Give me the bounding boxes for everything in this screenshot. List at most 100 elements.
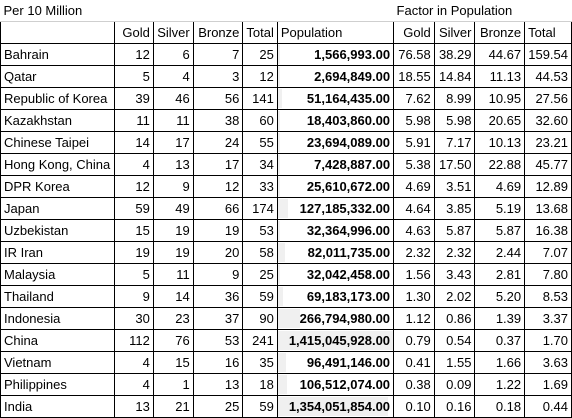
population-cell[interactable]: 96,491,146.00 bbox=[276, 351, 395, 374]
factor-total-cell[interactable]: 32.60 bbox=[524, 109, 572, 132]
silver-cell[interactable]: 19 bbox=[152, 241, 194, 264]
population-cell[interactable]: 82,011,735.00 bbox=[276, 241, 395, 264]
bronze-cell[interactable]: 3 bbox=[192, 65, 244, 88]
title-per-10-million[interactable]: Per 10 Million bbox=[0, 0, 278, 22]
factor-silver-cell[interactable]: 0.09 bbox=[433, 373, 476, 396]
gold-cell[interactable]: 4 bbox=[113, 351, 154, 374]
factor-total-cell[interactable]: 27.56 bbox=[524, 87, 572, 110]
population-cell[interactable]: 69,183,173.00 bbox=[276, 285, 395, 308]
factor-gold-cell[interactable]: 4.64 bbox=[393, 197, 435, 220]
factor-silver-cell[interactable]: 2.02 bbox=[433, 285, 476, 308]
factor-bronze-cell[interactable]: 1.39 bbox=[474, 307, 526, 330]
bronze-cell[interactable]: 56 bbox=[192, 87, 244, 110]
factor-gold-cell[interactable]: 5.38 bbox=[393, 153, 435, 176]
silver-cell[interactable]: 11 bbox=[152, 263, 194, 286]
total-cell[interactable]: 58 bbox=[242, 241, 278, 264]
factor-total-cell[interactable]: 7.07 bbox=[524, 241, 572, 264]
header-factor-silver[interactable]: Silver bbox=[433, 21, 476, 44]
population-cell[interactable]: 1,566,993.00 bbox=[276, 43, 395, 66]
bronze-cell[interactable]: 66 bbox=[192, 197, 244, 220]
factor-total-cell[interactable]: 0.44 bbox=[524, 395, 572, 418]
gold-cell[interactable]: 112 bbox=[113, 329, 154, 352]
country-cell[interactable]: Uzbekistan bbox=[0, 219, 115, 242]
population-cell[interactable]: 7,428,887.00 bbox=[276, 153, 395, 176]
total-cell[interactable]: 241 bbox=[242, 329, 278, 352]
factor-gold-cell[interactable]: 0.38 bbox=[393, 373, 435, 396]
header-total[interactable]: Total bbox=[242, 21, 278, 44]
factor-bronze-cell[interactable]: 10.95 bbox=[474, 87, 526, 110]
factor-silver-cell[interactable]: 3.51 bbox=[433, 175, 476, 198]
total-cell[interactable]: 174 bbox=[242, 197, 278, 220]
silver-cell[interactable]: 21 bbox=[152, 395, 194, 418]
total-cell[interactable]: 59 bbox=[242, 395, 278, 418]
population-cell[interactable]: 25,610,672.00 bbox=[276, 175, 395, 198]
country-cell[interactable]: Chinese Taipei bbox=[0, 131, 115, 154]
header-factor-total[interactable]: Total bbox=[524, 21, 572, 44]
factor-gold-cell[interactable]: 0.10 bbox=[393, 395, 435, 418]
country-cell[interactable]: Japan bbox=[0, 197, 115, 220]
silver-cell[interactable]: 76 bbox=[152, 329, 194, 352]
total-cell[interactable]: 12 bbox=[242, 65, 278, 88]
factor-total-cell[interactable]: 13.68 bbox=[524, 197, 572, 220]
total-cell[interactable]: 90 bbox=[242, 307, 278, 330]
factor-bronze-cell[interactable]: 4.69 bbox=[474, 175, 526, 198]
gold-cell[interactable]: 13 bbox=[113, 395, 154, 418]
silver-cell[interactable]: 1 bbox=[152, 373, 194, 396]
factor-total-cell[interactable]: 16.38 bbox=[524, 219, 572, 242]
factor-bronze-cell[interactable]: 10.13 bbox=[474, 131, 526, 154]
gold-cell[interactable]: 4 bbox=[113, 373, 154, 396]
population-cell[interactable]: 32,042,458.00 bbox=[276, 263, 395, 286]
gold-cell[interactable]: 30 bbox=[113, 307, 154, 330]
silver-cell[interactable]: 13 bbox=[152, 153, 194, 176]
gold-cell[interactable]: 5 bbox=[113, 263, 154, 286]
bronze-cell[interactable]: 17 bbox=[192, 153, 244, 176]
factor-gold-cell[interactable]: 7.62 bbox=[393, 87, 435, 110]
header-factor-gold[interactable]: Gold bbox=[393, 21, 435, 44]
factor-gold-cell[interactable]: 4.69 bbox=[393, 175, 435, 198]
header-bronze[interactable]: Bronze bbox=[192, 21, 244, 44]
total-cell[interactable]: 55 bbox=[242, 131, 278, 154]
factor-gold-cell[interactable]: 2.32 bbox=[393, 241, 435, 264]
factor-silver-cell[interactable]: 7.17 bbox=[433, 131, 476, 154]
total-cell[interactable]: 53 bbox=[242, 219, 278, 242]
factor-silver-cell[interactable]: 0.86 bbox=[433, 307, 476, 330]
silver-cell[interactable]: 6 bbox=[152, 43, 194, 66]
factor-total-cell[interactable]: 44.53 bbox=[524, 65, 572, 88]
factor-bronze-cell[interactable]: 1.22 bbox=[474, 373, 526, 396]
gold-cell[interactable]: 9 bbox=[113, 285, 154, 308]
silver-cell[interactable]: 46 bbox=[152, 87, 194, 110]
factor-total-cell[interactable]: 3.63 bbox=[524, 351, 572, 374]
factor-bronze-cell[interactable]: 22.88 bbox=[474, 153, 526, 176]
factor-silver-cell[interactable]: 3.85 bbox=[433, 197, 476, 220]
country-cell[interactable]: Bahrain bbox=[0, 43, 115, 66]
total-cell[interactable]: 141 bbox=[242, 87, 278, 110]
silver-cell[interactable]: 4 bbox=[152, 65, 194, 88]
gold-cell[interactable]: 14 bbox=[113, 131, 154, 154]
factor-bronze-cell[interactable]: 2.81 bbox=[474, 263, 526, 286]
header-country[interactable] bbox=[0, 21, 115, 44]
factor-total-cell[interactable]: 1.70 bbox=[524, 329, 572, 352]
factor-total-cell[interactable]: 7.80 bbox=[524, 263, 572, 286]
factor-gold-cell[interactable]: 4.63 bbox=[393, 219, 435, 242]
factor-bronze-cell[interactable]: 11.13 bbox=[474, 65, 526, 88]
total-cell[interactable]: 60 bbox=[242, 109, 278, 132]
population-cell[interactable]: 127,185,332.00 bbox=[276, 197, 395, 220]
factor-silver-cell[interactable]: 2.32 bbox=[433, 241, 476, 264]
factor-silver-cell[interactable]: 8.99 bbox=[433, 87, 476, 110]
bronze-cell[interactable]: 16 bbox=[192, 351, 244, 374]
country-cell[interactable]: Thailand bbox=[0, 285, 115, 308]
country-cell[interactable]: Republic of Korea bbox=[0, 87, 115, 110]
bronze-cell[interactable]: 9 bbox=[192, 263, 244, 286]
population-cell[interactable]: 106,512,074.00 bbox=[276, 373, 395, 396]
bronze-cell[interactable]: 12 bbox=[192, 175, 244, 198]
factor-bronze-cell[interactable]: 20.65 bbox=[474, 109, 526, 132]
factor-gold-cell[interactable]: 76.58 bbox=[393, 43, 435, 66]
bronze-cell[interactable]: 36 bbox=[192, 285, 244, 308]
silver-cell[interactable]: 49 bbox=[152, 197, 194, 220]
factor-bronze-cell[interactable]: 44.67 bbox=[474, 43, 526, 66]
total-cell[interactable]: 34 bbox=[242, 153, 278, 176]
bronze-cell[interactable]: 38 bbox=[192, 109, 244, 132]
country-cell[interactable]: IR Iran bbox=[0, 241, 115, 264]
factor-bronze-cell[interactable]: 0.18 bbox=[474, 395, 526, 418]
factor-total-cell[interactable]: 159.54 bbox=[524, 43, 572, 66]
